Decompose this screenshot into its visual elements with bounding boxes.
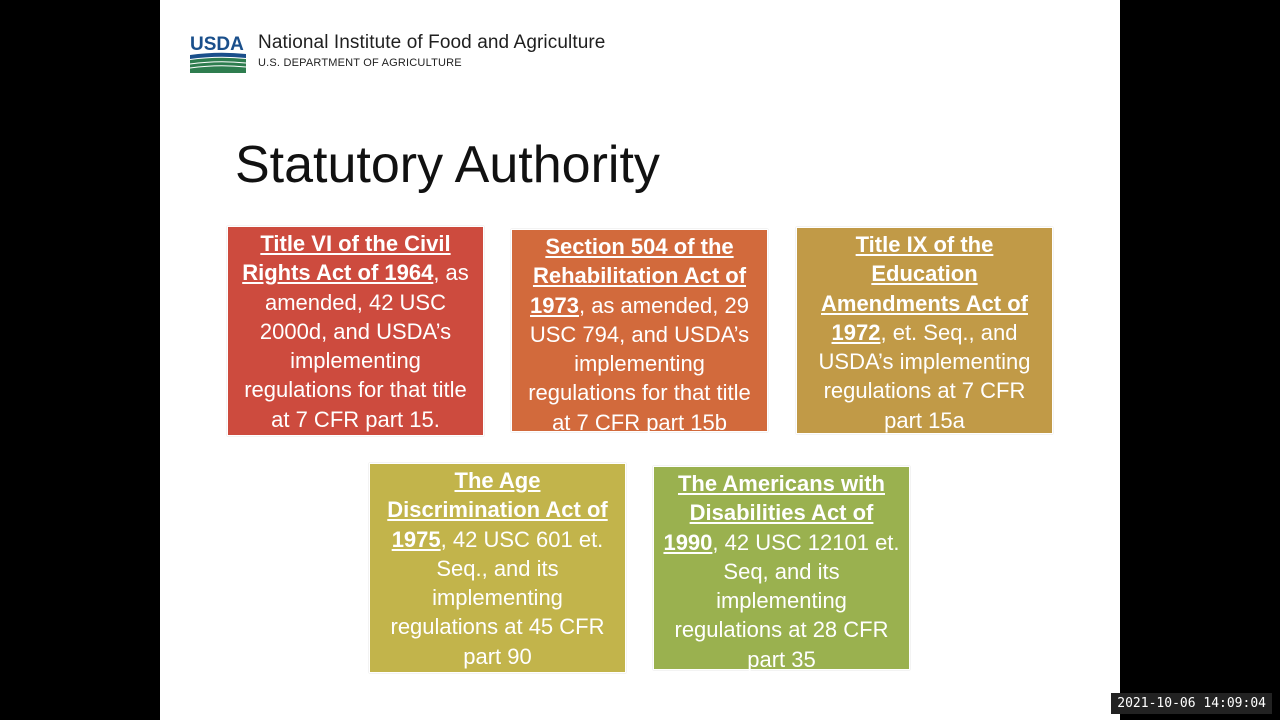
authority-box-title-vi: Title VI of the Civil Rights Act of 1964… <box>227 226 484 436</box>
authority-detail: , as amended, 42 USC 2000d, and USDA’s i… <box>244 260 469 432</box>
authority-box-ada: The Americans with Disabilities Act of 1… <box>653 466 910 672</box>
authority-link-section-504[interactable]: Section 504 of the Rehabilitation Act of… <box>530 234 747 318</box>
usda-logo: USDA <box>190 33 246 75</box>
authority-detail: , 42 USC 601 et. Seq., and its implement… <box>390 526 605 669</box>
authority-link-title-vi[interactable]: Title VI of the Civil Rights Act of 1964 <box>242 231 451 286</box>
authority-box-title-ix: Title IX of the Education Amendments Act… <box>796 227 1053 434</box>
org-name: National Institute of Food and Agricultu… <box>258 32 606 53</box>
slide-title: Statutory Authority <box>235 136 660 194</box>
authority-detail: , 42 USC 12101 et. Seq, and its implemen… <box>674 529 900 672</box>
authority-detail: , as amended, 29 USC 794, and USDA’s imp… <box>528 292 751 435</box>
svg-text:USDA: USDA <box>190 34 244 55</box>
authority-box-section-504: Section 504 of the Rehabilitation Act of… <box>511 229 768 435</box>
authority-box-age-discrimination: The Age Discrimination Act of 1975, 42 U… <box>369 463 626 673</box>
authority-detail: , et. Seq., and USDA’s implementing regu… <box>818 319 1031 433</box>
authority-link-ada[interactable]: The Americans with Disabilities Act of 1… <box>663 471 885 555</box>
authority-link-age-discrimination[interactable]: The Age Discrimination Act of 1975 <box>387 468 608 552</box>
authority-link-title-ix[interactable]: Title IX of the Education Amendments Act… <box>821 232 1028 345</box>
recording-timestamp: 2021-10-06 14:09:04 <box>1111 693 1272 714</box>
department-name: U.S. DEPARTMENT OF AGRICULTURE <box>258 57 462 69</box>
presentation-slide: USDA National Institute of Food and Agri… <box>160 0 1120 720</box>
